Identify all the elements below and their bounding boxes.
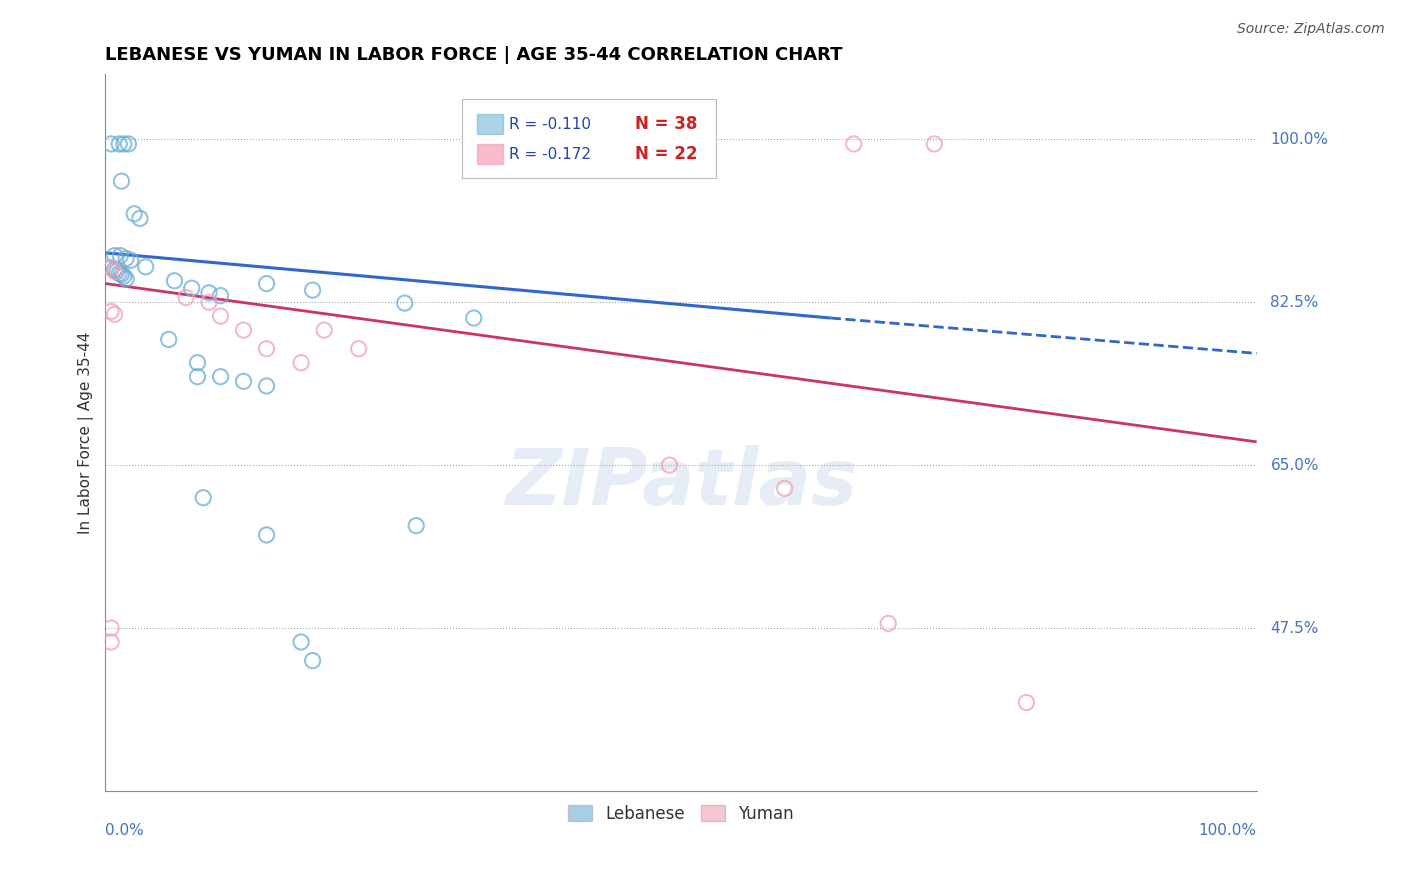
Point (394, 296, 416, 310)
Point (658, 458, 681, 472)
Point (100, 304, 122, 318)
Point (531, 136, 554, 151)
Point (290, 356, 312, 370)
Point (104, 249, 127, 263)
Text: 100.0%: 100.0% (1271, 132, 1329, 147)
Point (108, 136, 131, 151)
Text: ZIPatlas: ZIPatlas (505, 445, 858, 521)
Text: 82.5%: 82.5% (1271, 294, 1319, 310)
Point (463, 311, 485, 326)
Text: 100.0%: 100.0% (1199, 823, 1257, 838)
Point (115, 272, 138, 286)
Point (256, 528, 278, 542)
Point (135, 260, 157, 274)
Text: Source: ZipAtlas.com: Source: ZipAtlas.com (1237, 22, 1385, 37)
Point (163, 274, 186, 288)
Point (232, 374, 254, 388)
Point (112, 269, 135, 284)
Point (104, 307, 127, 321)
Point (117, 136, 139, 151)
Point (104, 262, 127, 277)
Point (129, 211, 152, 226)
Point (198, 295, 221, 310)
Point (405, 518, 427, 533)
Text: LEBANESE VS YUMAN IN LABOR FORCE | AGE 35-44 CORRELATION CHART: LEBANESE VS YUMAN IN LABOR FORCE | AGE 3… (105, 46, 842, 64)
Point (100, 260, 122, 275)
Point (186, 356, 208, 370)
Point (120, 253, 142, 268)
Point (100, 136, 122, 151)
Point (842, 136, 865, 151)
Point (112, 136, 135, 151)
Point (108, 266, 131, 280)
Point (198, 285, 221, 300)
Text: 47.5%: 47.5% (1271, 621, 1319, 635)
Point (301, 654, 323, 668)
Text: N = 22: N = 22 (636, 145, 697, 163)
Point (110, 249, 132, 263)
Point (314, 323, 336, 337)
Point (290, 635, 312, 649)
Point (110, 267, 132, 281)
Point (100, 260, 122, 275)
Point (209, 288, 232, 302)
Point (877, 616, 900, 631)
Point (256, 379, 278, 393)
Point (157, 333, 180, 347)
Text: R = -0.172: R = -0.172 (509, 147, 592, 161)
Point (122, 207, 145, 221)
Point (186, 369, 208, 384)
FancyBboxPatch shape (463, 99, 716, 178)
Y-axis label: In Labor Force | Age 35-44: In Labor Force | Age 35-44 (79, 331, 94, 533)
Point (301, 283, 323, 297)
Point (1015, 696, 1038, 710)
Point (256, 342, 278, 356)
Bar (477, 114, 502, 135)
Point (773, 482, 796, 496)
Point (104, 264, 127, 278)
Point (100, 635, 122, 649)
Text: N = 38: N = 38 (636, 115, 697, 133)
Point (193, 491, 215, 505)
Point (115, 252, 138, 266)
Point (209, 369, 232, 384)
Point (100, 621, 122, 635)
Point (232, 323, 254, 337)
Point (256, 277, 278, 291)
Legend: Lebanese, Yuman: Lebanese, Yuman (562, 797, 800, 830)
Point (174, 291, 197, 305)
Bar (477, 145, 502, 164)
Point (347, 342, 370, 356)
Text: 0.0%: 0.0% (105, 823, 145, 838)
Point (924, 136, 946, 151)
Text: 65.0%: 65.0% (1271, 458, 1319, 473)
Point (110, 174, 132, 188)
Point (209, 309, 232, 323)
Point (624, 136, 647, 151)
Point (180, 281, 202, 295)
Text: R = -0.110: R = -0.110 (509, 117, 592, 132)
Point (105, 264, 128, 278)
